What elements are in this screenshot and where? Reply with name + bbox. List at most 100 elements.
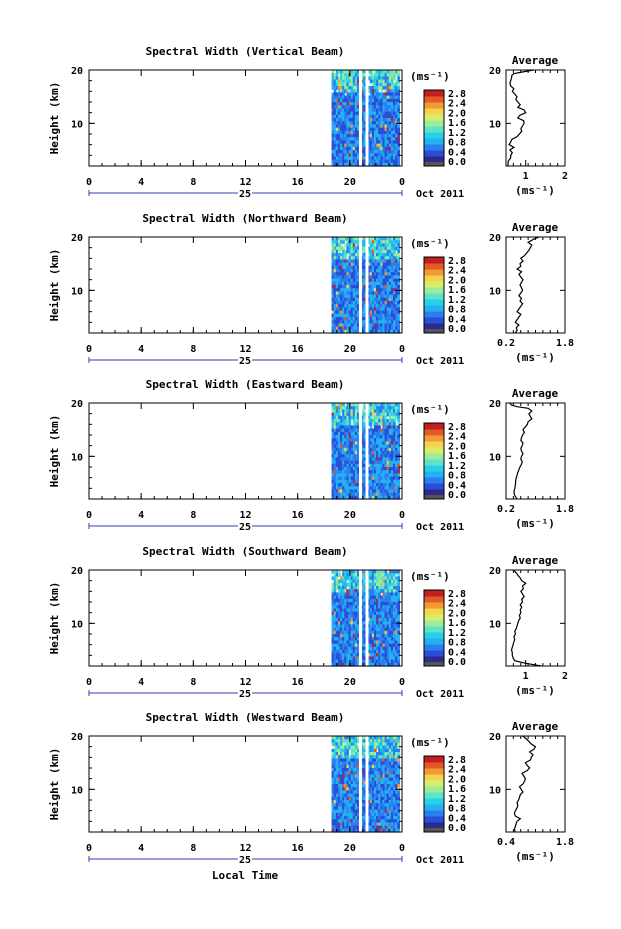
heatmap-cell bbox=[371, 162, 375, 167]
heatmap-cell bbox=[388, 605, 392, 609]
heatmap-cell bbox=[378, 320, 381, 324]
heatmap-cell bbox=[346, 431, 350, 436]
heatmap-cell bbox=[397, 470, 400, 474]
heatmap-cell bbox=[373, 589, 377, 593]
heatmap-cell bbox=[344, 646, 348, 651]
heatmap-cell bbox=[352, 130, 356, 135]
heatmap-cell bbox=[363, 806, 367, 811]
heatmap-cell bbox=[390, 259, 394, 264]
heatmap-cell bbox=[350, 444, 354, 449]
heatmap-cell bbox=[344, 637, 348, 641]
heatmap-cell bbox=[363, 793, 367, 798]
heatmap-cell bbox=[352, 256, 356, 260]
heatmap-cell bbox=[342, 816, 345, 820]
heatmap-cell bbox=[376, 790, 379, 795]
heatmap-cell bbox=[395, 294, 398, 299]
heatmap-cell bbox=[350, 476, 354, 481]
heatmap-cell bbox=[354, 653, 358, 657]
heatmap-cell bbox=[350, 460, 354, 465]
heatmap-cell bbox=[376, 784, 379, 788]
heatmap-cell bbox=[393, 118, 396, 122]
heatmap-cell bbox=[335, 262, 339, 267]
heatmap-cell bbox=[388, 253, 392, 257]
heatmap-cell bbox=[342, 313, 345, 318]
heatmap-cell bbox=[361, 237, 364, 241]
heatmap-cell bbox=[346, 614, 350, 619]
heatmap-cell bbox=[333, 662, 337, 667]
heatmap-cell bbox=[376, 825, 379, 830]
heatmap-cell bbox=[373, 492, 377, 497]
heatmap-cell bbox=[369, 768, 373, 772]
heatmap-cell bbox=[340, 285, 343, 289]
heatmap-cell bbox=[350, 576, 354, 581]
heatmap-cell bbox=[367, 787, 371, 791]
heatmap-cell bbox=[350, 313, 354, 318]
heatmap-cell bbox=[390, 428, 394, 433]
heatmap-cell bbox=[393, 98, 396, 103]
heatmap-cell bbox=[342, 240, 345, 244]
heatmap-cell bbox=[348, 137, 352, 141]
heatmap-cell bbox=[393, 76, 396, 81]
heatmap-cell bbox=[376, 281, 379, 286]
heatmap-cell bbox=[382, 317, 386, 321]
heatmap-cell bbox=[384, 630, 388, 635]
heatmap-cell bbox=[386, 272, 390, 276]
heatmap-cell bbox=[354, 127, 358, 132]
heatmap-cell bbox=[333, 758, 337, 763]
heatmap-cell bbox=[350, 134, 354, 138]
heatmap-cell bbox=[333, 134, 337, 138]
heatmap-cell bbox=[340, 143, 343, 148]
heatmap-cell bbox=[344, 745, 348, 750]
heatmap-cell bbox=[386, 124, 390, 129]
heatmap-cell bbox=[388, 86, 392, 90]
heatmap-cell bbox=[371, 650, 375, 654]
heatmap-cell bbox=[354, 412, 358, 417]
heatmap-cell bbox=[352, 111, 356, 116]
heatmap-cell bbox=[342, 269, 345, 273]
heatmap-cell bbox=[395, 618, 398, 622]
heatmap-cell bbox=[331, 659, 335, 664]
heatmap-cell bbox=[369, 755, 373, 759]
heatmap-cell bbox=[354, 278, 358, 283]
heatmap-cell bbox=[337, 605, 341, 609]
heatmap-cell bbox=[342, 79, 345, 84]
heatmap-cell bbox=[382, 265, 386, 270]
heatmap-cell bbox=[376, 595, 379, 600]
heatmap-cell bbox=[390, 243, 394, 248]
heatmap-cell bbox=[397, 73, 400, 77]
heatmap-cell bbox=[378, 447, 381, 452]
heatmap-cell bbox=[331, 761, 335, 766]
heatmap-cell bbox=[348, 323, 352, 328]
heatmap-cell bbox=[388, 259, 392, 264]
heatmap-cell bbox=[386, 301, 390, 305]
heatmap-cell bbox=[357, 768, 360, 772]
heatmap-cell bbox=[331, 307, 335, 312]
heatmap-cell bbox=[350, 793, 354, 798]
heatmap-cell bbox=[380, 86, 384, 90]
heatmap-cell bbox=[386, 140, 390, 145]
heatmap-cell bbox=[386, 281, 390, 286]
heatmap-cell bbox=[395, 640, 398, 645]
heatmap-cell bbox=[384, 76, 388, 81]
heatmap-cell bbox=[382, 403, 386, 407]
heatmap-cell bbox=[386, 630, 390, 635]
heatmap-cell bbox=[342, 656, 345, 661]
heatmap-cell bbox=[337, 329, 341, 334]
heatmap-cell bbox=[373, 415, 377, 420]
heatmap-cell bbox=[340, 451, 343, 455]
heatmap-cell bbox=[386, 592, 390, 597]
heatmap-cell bbox=[331, 774, 335, 779]
heatmap-cell bbox=[380, 98, 384, 103]
heatmap-cell bbox=[382, 70, 386, 74]
heatmap-cell bbox=[382, 637, 386, 641]
heatmap-cell bbox=[380, 150, 384, 154]
heatmap-cell bbox=[352, 320, 356, 324]
heatmap-cell bbox=[388, 124, 392, 129]
heatmap-cell bbox=[335, 246, 339, 251]
heatmap-cell bbox=[369, 272, 373, 276]
heatmap-cell bbox=[350, 777, 354, 782]
heatmap-cell bbox=[384, 288, 388, 292]
heatmap-cell bbox=[363, 646, 367, 651]
heatmap-cell bbox=[342, 739, 345, 743]
heatmap-cell bbox=[378, 70, 381, 74]
